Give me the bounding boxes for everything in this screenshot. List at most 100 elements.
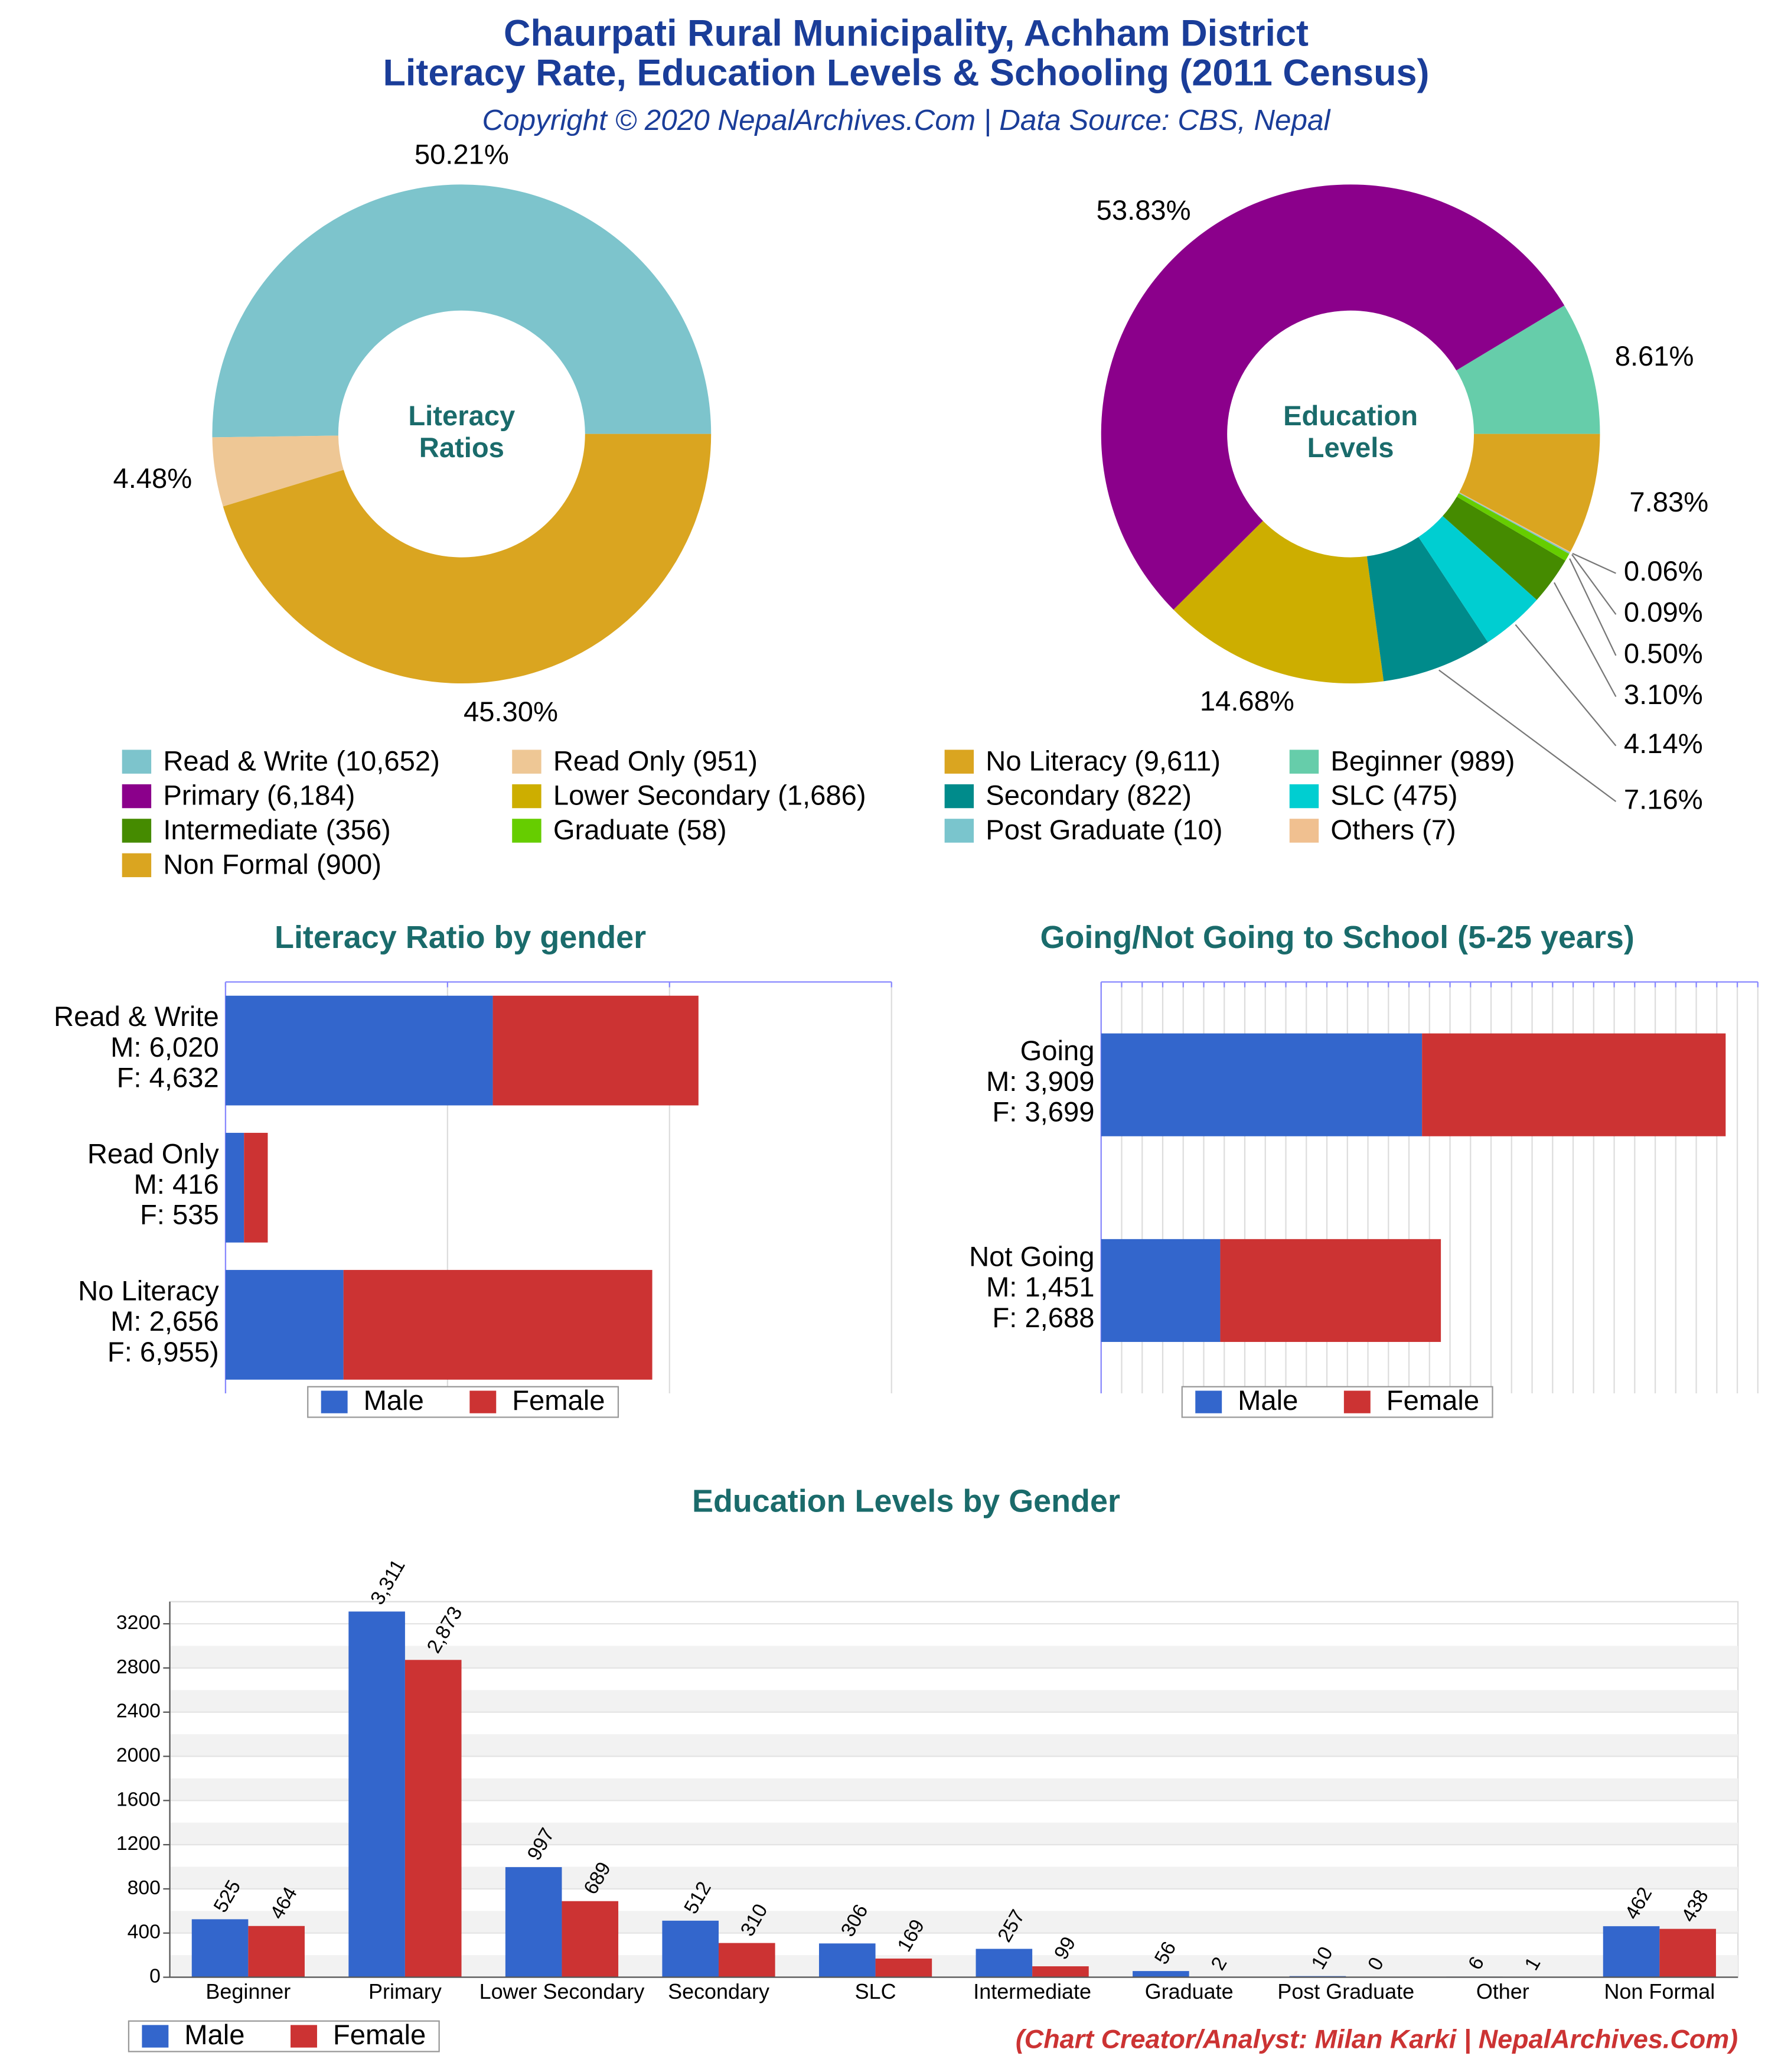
legend-label: Male (364, 1384, 424, 1416)
legend-swatch (512, 750, 541, 774)
y-tick-label: 3200 (116, 1611, 161, 1634)
value-label: M: 2,656 (110, 1305, 219, 1337)
legend-label: Intermediate (356) (163, 814, 390, 845)
donut-slice (1443, 496, 1565, 600)
donut-slice (1459, 493, 1570, 554)
value-label: 4.14% (1624, 728, 1703, 759)
value-label: 0.06% (1624, 555, 1703, 587)
center-label: Ratios (419, 432, 504, 463)
bar (348, 1611, 405, 1977)
value-label: M: 416 (133, 1168, 218, 1200)
legend-box (1181, 1386, 1493, 1418)
legend-swatch (512, 819, 541, 843)
legend-swatch (944, 819, 974, 843)
legend-box (128, 2020, 440, 2053)
value-label: F: 6,955) (107, 1336, 219, 1367)
bar-segment (225, 1270, 344, 1380)
value-label: 3,311 (366, 1556, 410, 1609)
y-tick-label: 0 (149, 1965, 161, 1987)
leader-line (1553, 582, 1617, 698)
donut-slice (212, 435, 344, 507)
value-label: 7.16% (1624, 783, 1703, 815)
legend-label: Lower Secondary (1,686) (553, 780, 866, 811)
bar (1032, 1966, 1089, 1977)
leader-line (1569, 558, 1617, 656)
bar-segment (225, 995, 493, 1106)
legend-label: Female (333, 2019, 426, 2050)
value-label: 0.50% (1624, 637, 1703, 669)
legend-label: No Literacy (9,611) (986, 745, 1221, 776)
legend-label: Read & Write (10,652) (163, 745, 439, 776)
bar (248, 1926, 305, 1977)
value-label: 4.48% (113, 462, 192, 494)
donut-slice (1173, 520, 1384, 684)
bar (976, 1949, 1033, 1977)
chart-title: Literacy Ratio by gender (275, 920, 646, 955)
legend-label: Post Graduate (10) (986, 814, 1222, 845)
y-tick-label: 2400 (116, 1700, 161, 1722)
legend-label: Others (7) (1330, 814, 1456, 845)
category-label: Not Going (969, 1240, 1094, 1272)
y-tick-label: 800 (128, 1876, 161, 1899)
donut-slice (1457, 493, 1570, 561)
center-label: Levels (1307, 432, 1394, 463)
category-label: Going (1020, 1035, 1095, 1066)
x-tick-label: Post Graduate (1277, 1979, 1414, 2003)
x-tick-label: Secondary (668, 1979, 769, 2003)
legend-swatch (1195, 1390, 1222, 1413)
legend-swatch (1343, 1390, 1371, 1413)
bar-segment (492, 995, 699, 1106)
legend-swatch (1289, 819, 1319, 843)
x-tick-label: Beginner (205, 1979, 291, 2003)
value-label: 3.10% (1624, 679, 1703, 710)
bar (719, 1943, 775, 1977)
center-label: Education (1283, 400, 1418, 431)
value-label: 0.09% (1624, 597, 1703, 628)
x-tick-label: Lower Secondary (479, 1979, 645, 2003)
legend-label: Graduate (58) (553, 814, 727, 845)
legend-swatch (1289, 784, 1319, 809)
y-tick-label: 2800 (116, 1656, 161, 1678)
value-label: F: 4,632 (117, 1062, 219, 1093)
x-tick-label: SLC (855, 1979, 896, 2003)
x-tick-label: Intermediate (973, 1979, 1091, 2003)
value-label: 7.83% (1629, 486, 1708, 517)
bar (1659, 1928, 1716, 1977)
value-label: M: 6,020 (110, 1031, 219, 1063)
legend-box (307, 1386, 619, 1418)
legend-label: Secondary (822) (986, 780, 1192, 811)
legend-swatch (122, 784, 152, 809)
x-tick-label: Graduate (1145, 1979, 1234, 2003)
y-tick-label: 400 (128, 1921, 161, 1943)
legend-swatch (122, 750, 152, 774)
category-label: Read & Write (54, 1001, 219, 1032)
chart-title: Education Levels by Gender (692, 1484, 1120, 1519)
leader-line (1438, 669, 1617, 802)
category-label: No Literacy (78, 1275, 219, 1306)
legend-label: Non Formal (900) (163, 849, 381, 880)
legend-label: Female (512, 1384, 605, 1416)
donut-slice (1366, 537, 1488, 682)
value-label: M: 3,909 (986, 1066, 1095, 1097)
bar-segment (1101, 1239, 1221, 1342)
title: Literacy Rate, Education Levels & School… (383, 53, 1429, 94)
value-label: 50.21% (415, 139, 509, 170)
bar (662, 1920, 719, 1977)
chart-title: Going/Not Going to School (5-25 years) (1040, 920, 1634, 955)
donut-slice (212, 184, 712, 438)
donut-slice (1459, 492, 1571, 553)
bar-segment (343, 1270, 653, 1380)
bar (404, 1660, 462, 1977)
legend-swatch (469, 1390, 497, 1413)
bar-segment (244, 1132, 268, 1243)
bar (818, 1943, 876, 1977)
legend-swatch (944, 750, 974, 774)
bar (191, 1919, 249, 1977)
bar (1603, 1926, 1660, 1977)
legend-swatch (291, 2025, 317, 2048)
legend-swatch (142, 2025, 169, 2048)
value-label: F: 3,699 (992, 1096, 1094, 1128)
value-label: 45.30% (464, 696, 558, 727)
bar-segment (1422, 1033, 1726, 1136)
y-tick-label: 2000 (116, 1744, 161, 1766)
